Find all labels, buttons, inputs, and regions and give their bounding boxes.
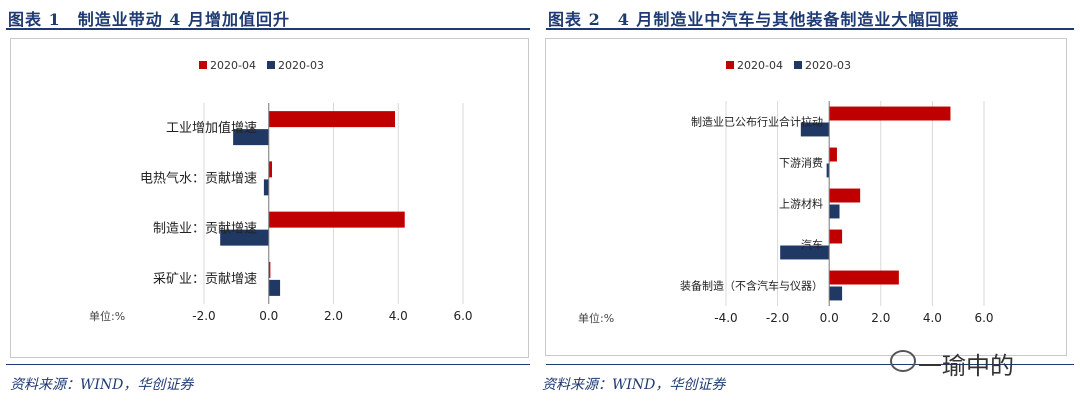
chart2-svg: 2020-04 2020-03 制造业已公布行业合计拉动下游消费上游材料汽车装备制造… xyxy=(578,59,994,325)
wechat-icon xyxy=(890,350,916,372)
x-tick-label-2: 2.0 xyxy=(324,309,343,323)
legend-swatch-1 xyxy=(794,61,802,69)
unit-label: 单位:% xyxy=(578,311,614,325)
category-label-1: 下游消费 xyxy=(779,156,823,170)
x-tick-label-3: 2.0 xyxy=(871,311,890,325)
chart1-title: 图表 1 制造业带动 4 月增加值回升 xyxy=(8,10,290,29)
x-tick-label-3: 4.0 xyxy=(389,309,408,323)
legend-swatch-0 xyxy=(199,61,207,69)
chart1-source: 资料来源：WIND，华创证券 xyxy=(10,377,194,393)
legend-label-0: 2020-04 xyxy=(737,59,783,72)
x-tick-label-4: 4.0 xyxy=(923,311,942,325)
chart2-title-rule xyxy=(546,28,1074,30)
chart1-bottom-rule xyxy=(6,364,530,365)
x-tick-label-2: 0.0 xyxy=(820,311,839,325)
watermark: 一瑜中的 xyxy=(890,346,1014,381)
legend-label-1: 2020-03 xyxy=(278,59,324,72)
chart1-title-rule xyxy=(6,28,530,30)
bar-2-0 xyxy=(829,188,861,203)
bar-3-1 xyxy=(268,279,281,296)
legend-swatch-1 xyxy=(267,61,275,69)
bar-1-0 xyxy=(829,147,837,162)
x-tick-label-0: -4.0 xyxy=(714,311,737,325)
bar-2-1 xyxy=(220,229,269,246)
bar-1-1 xyxy=(826,163,830,178)
category-label-3: 采矿业：贡献增速 xyxy=(153,272,257,287)
legend-label-1: 2020-03 xyxy=(805,59,851,72)
bar-1-0 xyxy=(268,161,272,178)
x-tick-label-4: 6.0 xyxy=(453,309,472,323)
bar-4-1 xyxy=(829,286,843,301)
bar-1-1 xyxy=(263,179,269,196)
bar-3-0 xyxy=(829,229,843,244)
category-label-0: 制造业已公布行业合计拉动 xyxy=(691,115,823,129)
unit-label: 单位:% xyxy=(89,309,125,323)
category-label-0: 工业增加值增速 xyxy=(166,120,257,136)
category-label-4: 装备制造（不含汽车与仪器） xyxy=(680,279,823,293)
category-label-1: 电热气水：贡献增速 xyxy=(140,170,257,186)
bar-0-1 xyxy=(233,129,269,146)
legend-swatch-0 xyxy=(726,61,734,69)
chart2-title: 图表 2 4 月制造业中汽车与其他装备制造业大幅回暖 xyxy=(548,10,960,29)
chart2-source: 资料来源：WIND，华创证券 xyxy=(542,377,726,393)
chart2-frame: 2020-04 2020-03 制造业已公布行业合计拉动下游消费上游材料汽车装备制造… xyxy=(545,38,1067,356)
bar-2-1 xyxy=(829,204,840,219)
x-tick-label-1: 0.0 xyxy=(259,309,278,323)
category-label-2: 上游材料 xyxy=(779,197,823,211)
watermark-text: 一瑜中的 xyxy=(918,352,1014,380)
legend-label-0: 2020-04 xyxy=(210,59,256,72)
chart2-bottom-rule xyxy=(546,364,1074,365)
bar-4-0 xyxy=(829,270,899,285)
bar-0-1 xyxy=(800,122,830,137)
bar-3-1 xyxy=(780,245,830,260)
bar-0-0 xyxy=(829,106,951,121)
x-tick-label-1: -2.0 xyxy=(766,311,789,325)
bar-0-0 xyxy=(268,111,396,128)
x-tick-label-5: 6.0 xyxy=(974,311,993,325)
bar-2-0 xyxy=(268,211,405,228)
category-label-2: 制造业：贡献增速 xyxy=(153,222,257,237)
category-label-3: 汽车 xyxy=(801,238,823,252)
chart1-frame: 2020-04 2020-03 工业增加值增速电热气水：贡献增速制造业：贡献增速 采矿… xyxy=(10,38,529,358)
x-tick-label-0: -2.0 xyxy=(192,309,215,323)
bar-3-0 xyxy=(268,261,271,278)
chart1-svg: 2020-04 2020-03 工业增加值增速电热气水：贡献增速制造业：贡献增速采矿… xyxy=(89,59,473,323)
